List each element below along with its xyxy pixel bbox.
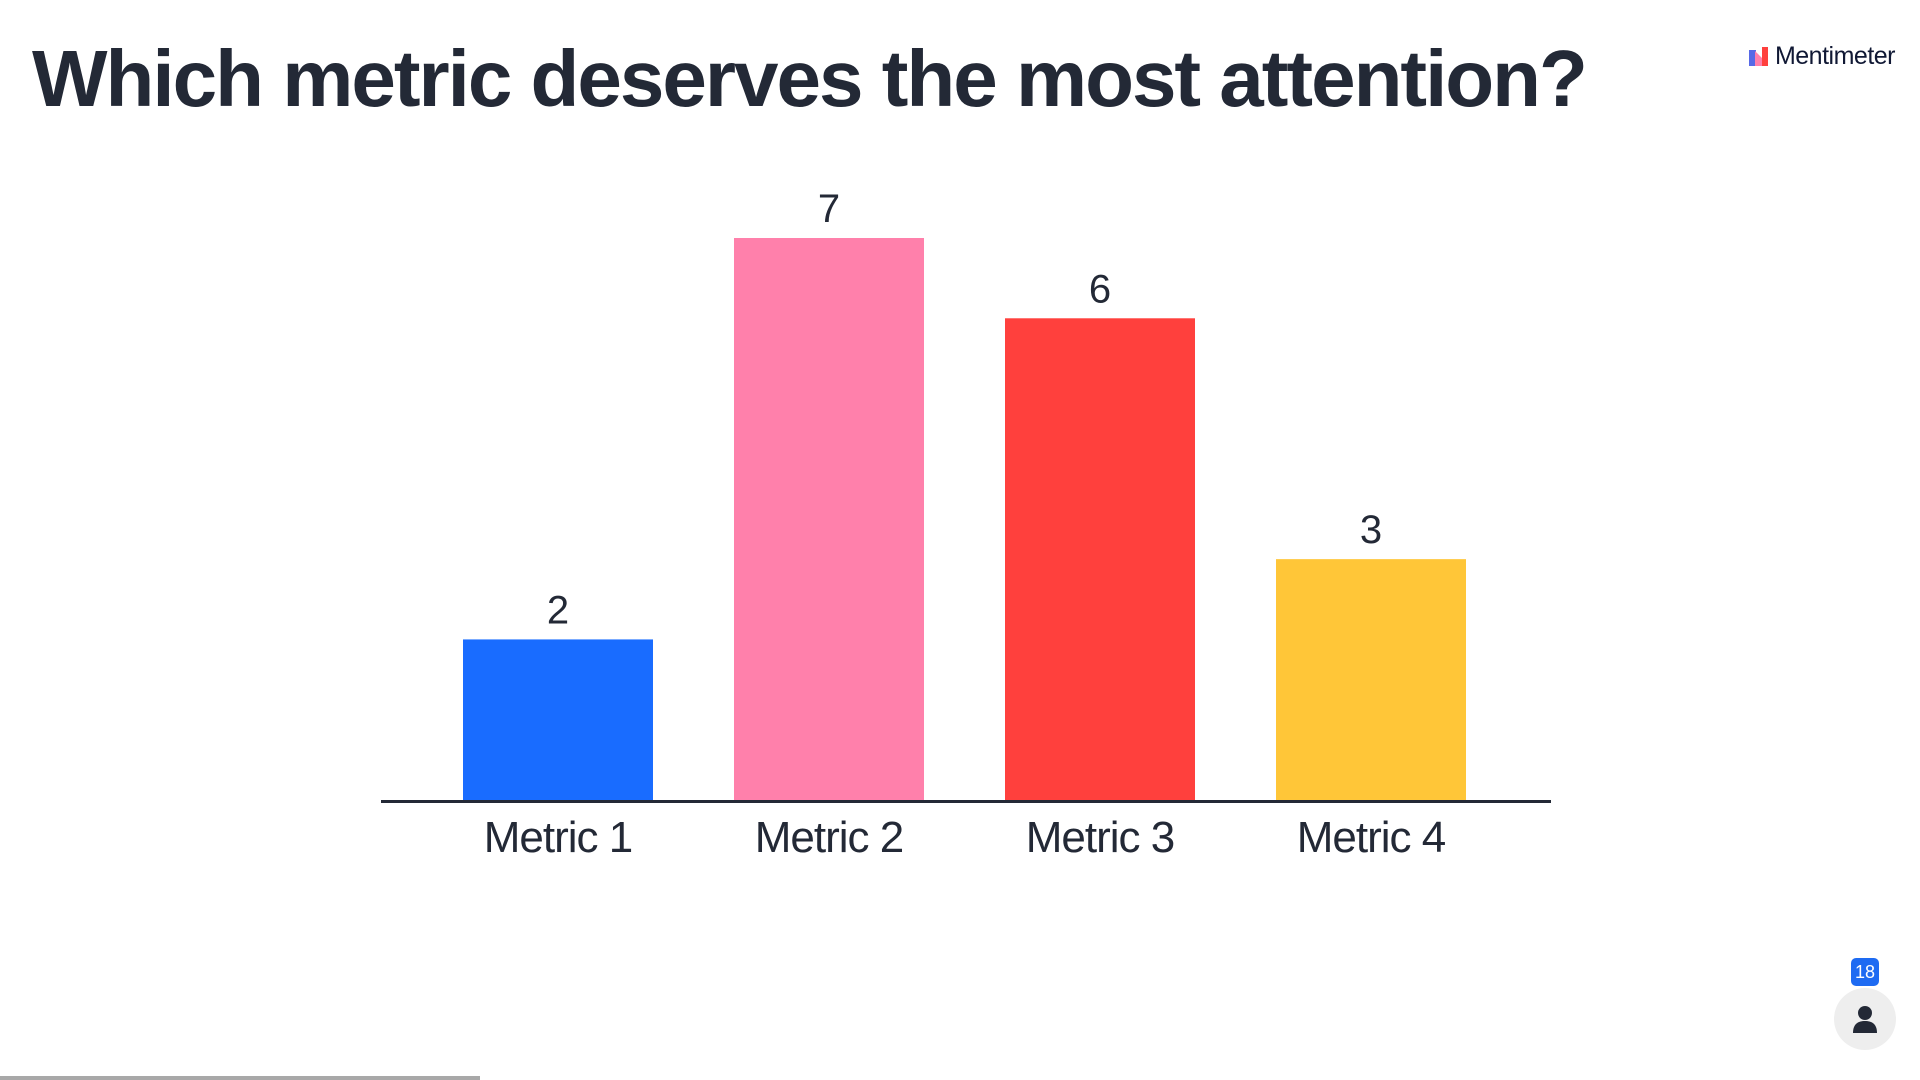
bar-4 <box>1276 559 1466 800</box>
bar-value-label-1: 2 <box>547 588 569 632</box>
bar-value-label-3: 6 <box>1089 267 1111 311</box>
results-bar-chart: 2 Metric 1 7 Metric 2 6 Metric 3 3 Metric 4 <box>381 187 1551 862</box>
category-label-2: Metric 2 <box>755 813 903 862</box>
category-label-1: Metric 1 <box>484 813 632 862</box>
participants-widget: 18 <box>1834 958 1896 1050</box>
participants-button[interactable] <box>1834 988 1896 1050</box>
participant-count-badge: 18 <box>1851 958 1879 986</box>
bar-2 <box>734 238 924 800</box>
person-icon <box>1853 1006 1877 1033</box>
bar-value-label-2: 7 <box>818 187 840 231</box>
presentation-progress <box>0 1076 1920 1080</box>
logo-bar-right <box>1761 47 1768 66</box>
bar-value-label-4: 3 <box>1360 508 1382 552</box>
category-label-3: Metric 3 <box>1026 813 1174 862</box>
mentimeter-logo-icon <box>1748 47 1768 66</box>
logo-bar-middle <box>1754 51 1762 66</box>
bar-1 <box>463 639 653 800</box>
presentation-progress-fill <box>0 1076 480 1080</box>
slide-title: Which metric deserves the most attention… <box>32 34 1588 123</box>
logo-bar-left <box>1748 50 1756 66</box>
bar-3 <box>1005 318 1195 800</box>
mentimeter-brand: Mentimeter <box>1748 42 1896 71</box>
brand-name: Mentimeter <box>1774 42 1896 70</box>
category-label-4: Metric 4 <box>1297 813 1446 862</box>
